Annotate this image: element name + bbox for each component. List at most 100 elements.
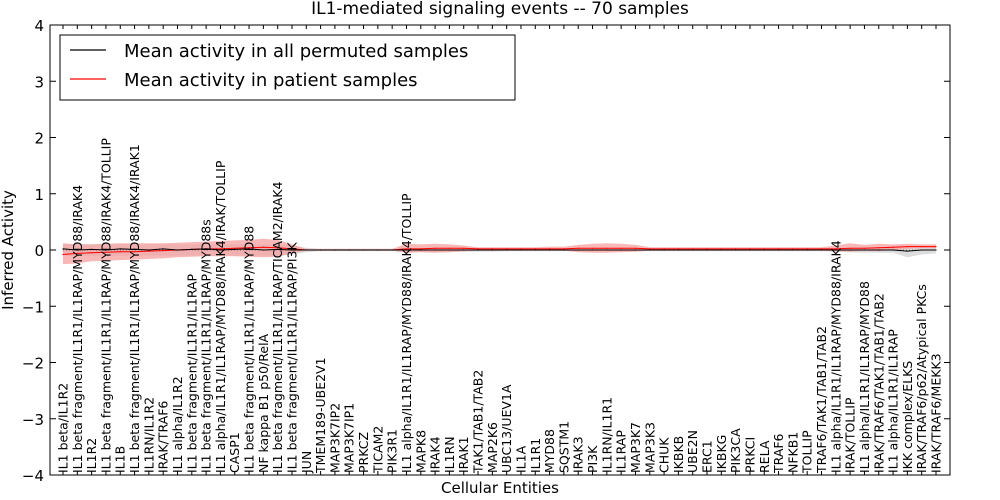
data-point-s0-9 [191,248,193,250]
x-tick-label: IL1 beta fragment/IL1R1/IL1RAP [184,273,199,473]
data-point-s0-37 [591,249,594,251]
data-point-s1-43 [677,248,680,250]
data-point-s0-59 [906,250,909,252]
data-point-s1-24 [405,248,408,250]
data-point-s1-44 [692,248,694,250]
data-point-s1-46 [720,248,722,250]
data-point-s0-52 [806,249,808,251]
x-tick-label: IRAK/TRAF6/p62/Atypical PKCs [914,284,929,473]
data-point-s1-36 [577,247,579,249]
x-tick-label: PRKCZ [356,432,371,473]
data-point-s1-47 [735,248,737,250]
x-tick-label: CHUK [657,437,672,473]
data-point-s0-24 [405,249,408,251]
x-tick-label: IKK complex/ELKS [900,361,915,473]
x-tick-label: IL1 beta fragment/IL1R1/IL1RAP/MYD88s [199,219,214,473]
data-point-s0-50 [778,249,780,251]
data-point-s1-59 [906,246,909,248]
x-tick-label: IL1 beta fragment/IL1R1/IL1RAP/MYD88/IRA… [98,138,113,473]
data-point-s1-40 [634,247,637,249]
data-point-s0-21 [362,249,365,251]
data-point-s1-2 [91,252,93,254]
x-tick-label: PIK3CA [728,428,743,473]
x-axis-label: Cellular Entities [441,479,559,497]
y-tick-label: −2 [22,355,44,373]
data-point-s0-44 [692,249,694,251]
y-tick-label: −1 [22,298,44,316]
x-tick-label: UBE2N [685,430,700,473]
x-tick-label: MAP3K7IP1 [342,403,357,473]
x-tick-label: UBC13/UEV1A [499,384,514,473]
data-point-s1-4 [119,251,121,253]
data-point-s1-5 [134,251,136,253]
x-tick-label: IRAK/TRAF6/MEKK3 [929,353,944,473]
data-point-s1-49 [763,248,765,250]
data-point-s1-56 [863,247,866,249]
x-tick-label: IL1 alpha/IL1R1/IL1RAP/MYD88/IRAK4/IRAK/… [213,160,228,473]
y-axis-ticks: −4 −3 −2 −1 0 1 2 3 4 [22,17,950,485]
data-point-s1-33 [534,248,536,250]
x-tick-label: TMEM189-UBE2V1 [313,357,328,474]
y-tick-label: 2 [34,130,44,148]
data-point-s0-3 [105,249,107,251]
data-point-s1-12 [234,247,236,249]
x-tick-label: TOLLIP [800,430,815,474]
data-point-s0-4 [119,248,121,250]
data-point-s0-12 [234,248,236,250]
data-point-s1-45 [706,248,708,250]
x-tick-label: MYD88 [542,429,557,473]
data-point-s0-0 [62,248,64,250]
x-tick-label: TAK1/TAB1/TAB2 [471,370,486,474]
legend-box [59,34,516,101]
data-point-s0-13 [248,248,250,250]
data-point-s0-28 [463,249,465,251]
series-lines [62,246,937,256]
data-point-s0-40 [634,249,637,251]
data-point-s1-15 [277,247,279,249]
x-tick-label: IRAK/TRAF6/TAK1/TAB1/TAB2 [871,293,886,473]
data-point-s1-38 [606,247,608,249]
legend: Mean activity in all permuted samples Me… [59,34,516,101]
x-axis-ticks [62,25,937,475]
data-point-s1-61 [935,246,937,248]
x-tick-label: TICAM2 [370,426,385,474]
x-tick-label: IL1RN [442,436,457,473]
data-point-s1-51 [792,248,794,250]
data-point-s1-1 [76,252,78,254]
band-series-1 [63,238,936,265]
x-tick-label: NF kappa B1 p50/RelA [256,333,271,473]
data-point-s0-54 [835,249,837,251]
data-point-s0-27 [448,249,450,251]
x-tick-labels: IL1 beta/IL1R2 IL1 beta fragment/IL1R1/IL… [56,138,944,474]
series-line-0 [62,248,936,252]
data-point-s0-58 [892,249,894,251]
data-point-s1-58 [892,246,894,248]
x-tick-label: TRAF6/TAK1/TAB1/TAB2 [814,326,829,474]
data-point-s0-25 [420,249,422,251]
y-tick-label: −4 [22,467,44,485]
data-point-s0-56 [863,249,866,251]
x-tick-label: IL1 alpha/IL1R2 [170,376,185,473]
x-tick-label: IRAK/TOLLIP [843,397,858,473]
legend-label-permuted: Mean activity in all permuted samples [124,41,468,62]
y-tick-label: 4 [34,17,44,35]
data-point-s1-6 [148,250,150,252]
x-tick-label: IL1RAP [614,430,629,473]
data-point-s1-13 [248,247,250,249]
x-tick-label: IL1RN/IL1R1 [599,397,614,473]
x-tick-label: IL1 beta fragment/IL1R1/IL1RAP/TICAM2/IR… [270,182,285,473]
data-point-s0-5 [134,248,136,250]
data-point-s0-34 [549,249,551,251]
x-tick-label: MAPK8 [413,430,428,473]
x-tick-label: JUN [299,451,314,474]
data-point-s1-32 [520,248,522,250]
x-tick-label: IRAK3 [571,436,586,473]
data-point-s1-11 [219,248,221,250]
y-tick-label: 3 [34,73,44,91]
data-point-s0-23 [391,249,393,251]
data-point-s1-50 [778,248,780,250]
data-point-s1-52 [806,248,808,250]
data-point-s1-57 [878,247,880,249]
x-tick-label: MAP3K7 [628,422,643,473]
